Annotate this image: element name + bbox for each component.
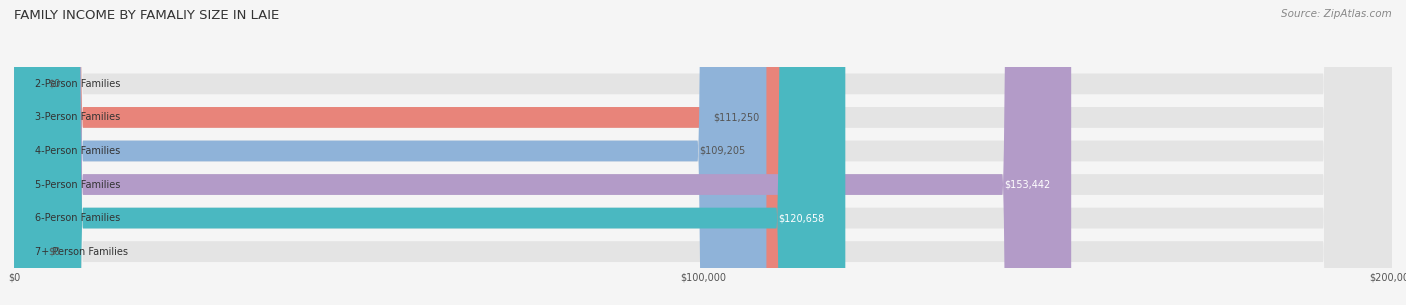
FancyBboxPatch shape xyxy=(14,0,1071,305)
Text: $0: $0 xyxy=(48,247,60,257)
FancyBboxPatch shape xyxy=(14,0,1392,305)
FancyBboxPatch shape xyxy=(14,0,1392,305)
FancyBboxPatch shape xyxy=(14,0,1392,305)
Text: $0: $0 xyxy=(48,79,60,89)
Text: FAMILY INCOME BY FAMALIY SIZE IN LAIE: FAMILY INCOME BY FAMALIY SIZE IN LAIE xyxy=(14,9,280,22)
Text: $153,442: $153,442 xyxy=(1004,180,1050,189)
FancyBboxPatch shape xyxy=(14,0,845,305)
Text: 2-Person Families: 2-Person Families xyxy=(35,79,120,89)
Text: 6-Person Families: 6-Person Families xyxy=(35,213,120,223)
Text: $111,250: $111,250 xyxy=(714,113,759,122)
Text: 3-Person Families: 3-Person Families xyxy=(35,113,120,122)
FancyBboxPatch shape xyxy=(14,0,1392,305)
Text: 5-Person Families: 5-Person Families xyxy=(35,180,120,189)
Text: 4-Person Families: 4-Person Families xyxy=(35,146,120,156)
Text: Source: ZipAtlas.com: Source: ZipAtlas.com xyxy=(1281,9,1392,19)
FancyBboxPatch shape xyxy=(14,0,1392,305)
FancyBboxPatch shape xyxy=(14,0,766,305)
Text: 7+ Person Families: 7+ Person Families xyxy=(35,247,128,257)
Text: $120,658: $120,658 xyxy=(779,213,825,223)
FancyBboxPatch shape xyxy=(14,0,1392,305)
Text: $109,205: $109,205 xyxy=(700,146,745,156)
FancyBboxPatch shape xyxy=(14,0,780,305)
